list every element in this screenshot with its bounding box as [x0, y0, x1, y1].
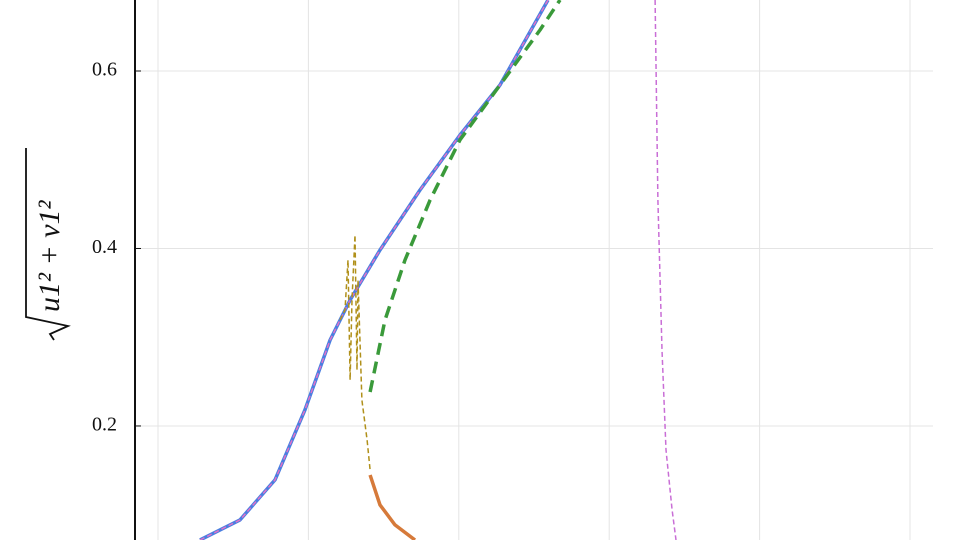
series-line: [199, 0, 550, 540]
y-tick-label: 0.6: [92, 59, 117, 81]
series-line: [654, 0, 677, 540]
y-axis-label-group: u1² + v1²: [25, 148, 71, 341]
y-tick-label: 0.4: [92, 236, 117, 258]
series-line: [368, 0, 562, 393]
series-line: [368, 474, 417, 540]
series-line: [199, 0, 549, 540]
y-tick-label: 0.2: [92, 414, 117, 436]
radical-sign: [25, 148, 71, 341]
series-line: [339, 234, 371, 471]
y-axis-label: u1² + v1²: [33, 199, 66, 312]
